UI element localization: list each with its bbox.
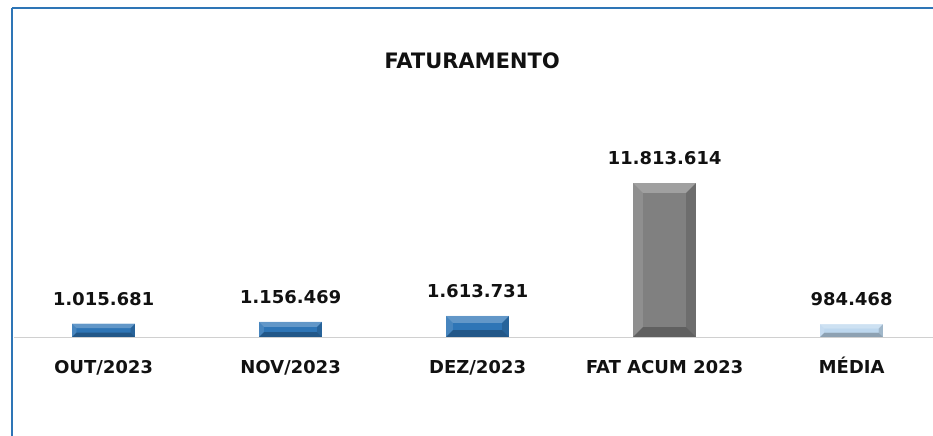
bar-bevel <box>878 324 883 337</box>
bar-bevel <box>820 332 883 337</box>
data-label: 1.015.681 <box>53 289 154 310</box>
bar-bevel <box>686 183 696 337</box>
bar-bevel <box>316 321 322 337</box>
x-tick-label: OUT/2023 <box>54 357 153 378</box>
chart-title: FATURAMENTO <box>384 49 559 73</box>
bar-bevel <box>633 183 643 337</box>
x-tick-label: MÉDIA <box>819 356 885 378</box>
bar <box>72 323 135 337</box>
bar-bevel <box>446 315 509 323</box>
data-label: 1.613.731 <box>427 281 528 302</box>
bar-bevel <box>72 332 135 337</box>
data-label: 984.468 <box>811 289 893 310</box>
bar-bevel <box>501 315 509 337</box>
bar <box>633 183 696 337</box>
bar <box>446 315 509 337</box>
bar-bevel <box>259 321 265 337</box>
bar-bevel <box>72 323 77 337</box>
bar-bevel <box>259 331 322 337</box>
bar <box>259 321 322 337</box>
bar-bevel <box>72 323 135 329</box>
bar-bevel <box>130 323 135 337</box>
bar-bevel <box>820 324 883 329</box>
data-label: 1.156.469 <box>240 287 341 308</box>
bar-bevel <box>259 321 322 327</box>
x-tick-label: NOV/2023 <box>240 357 341 378</box>
data-label: 11.813.614 <box>608 148 722 169</box>
bar-bevel <box>633 183 696 193</box>
x-tick-label: DEZ/2023 <box>429 357 526 378</box>
bar-bevel <box>446 329 509 337</box>
bar-bevel <box>446 315 454 337</box>
bar-bevel <box>820 324 825 337</box>
bar-bevel <box>633 327 696 337</box>
bar <box>820 324 883 337</box>
x-tick-label: FAT ACUM 2023 <box>586 357 743 378</box>
